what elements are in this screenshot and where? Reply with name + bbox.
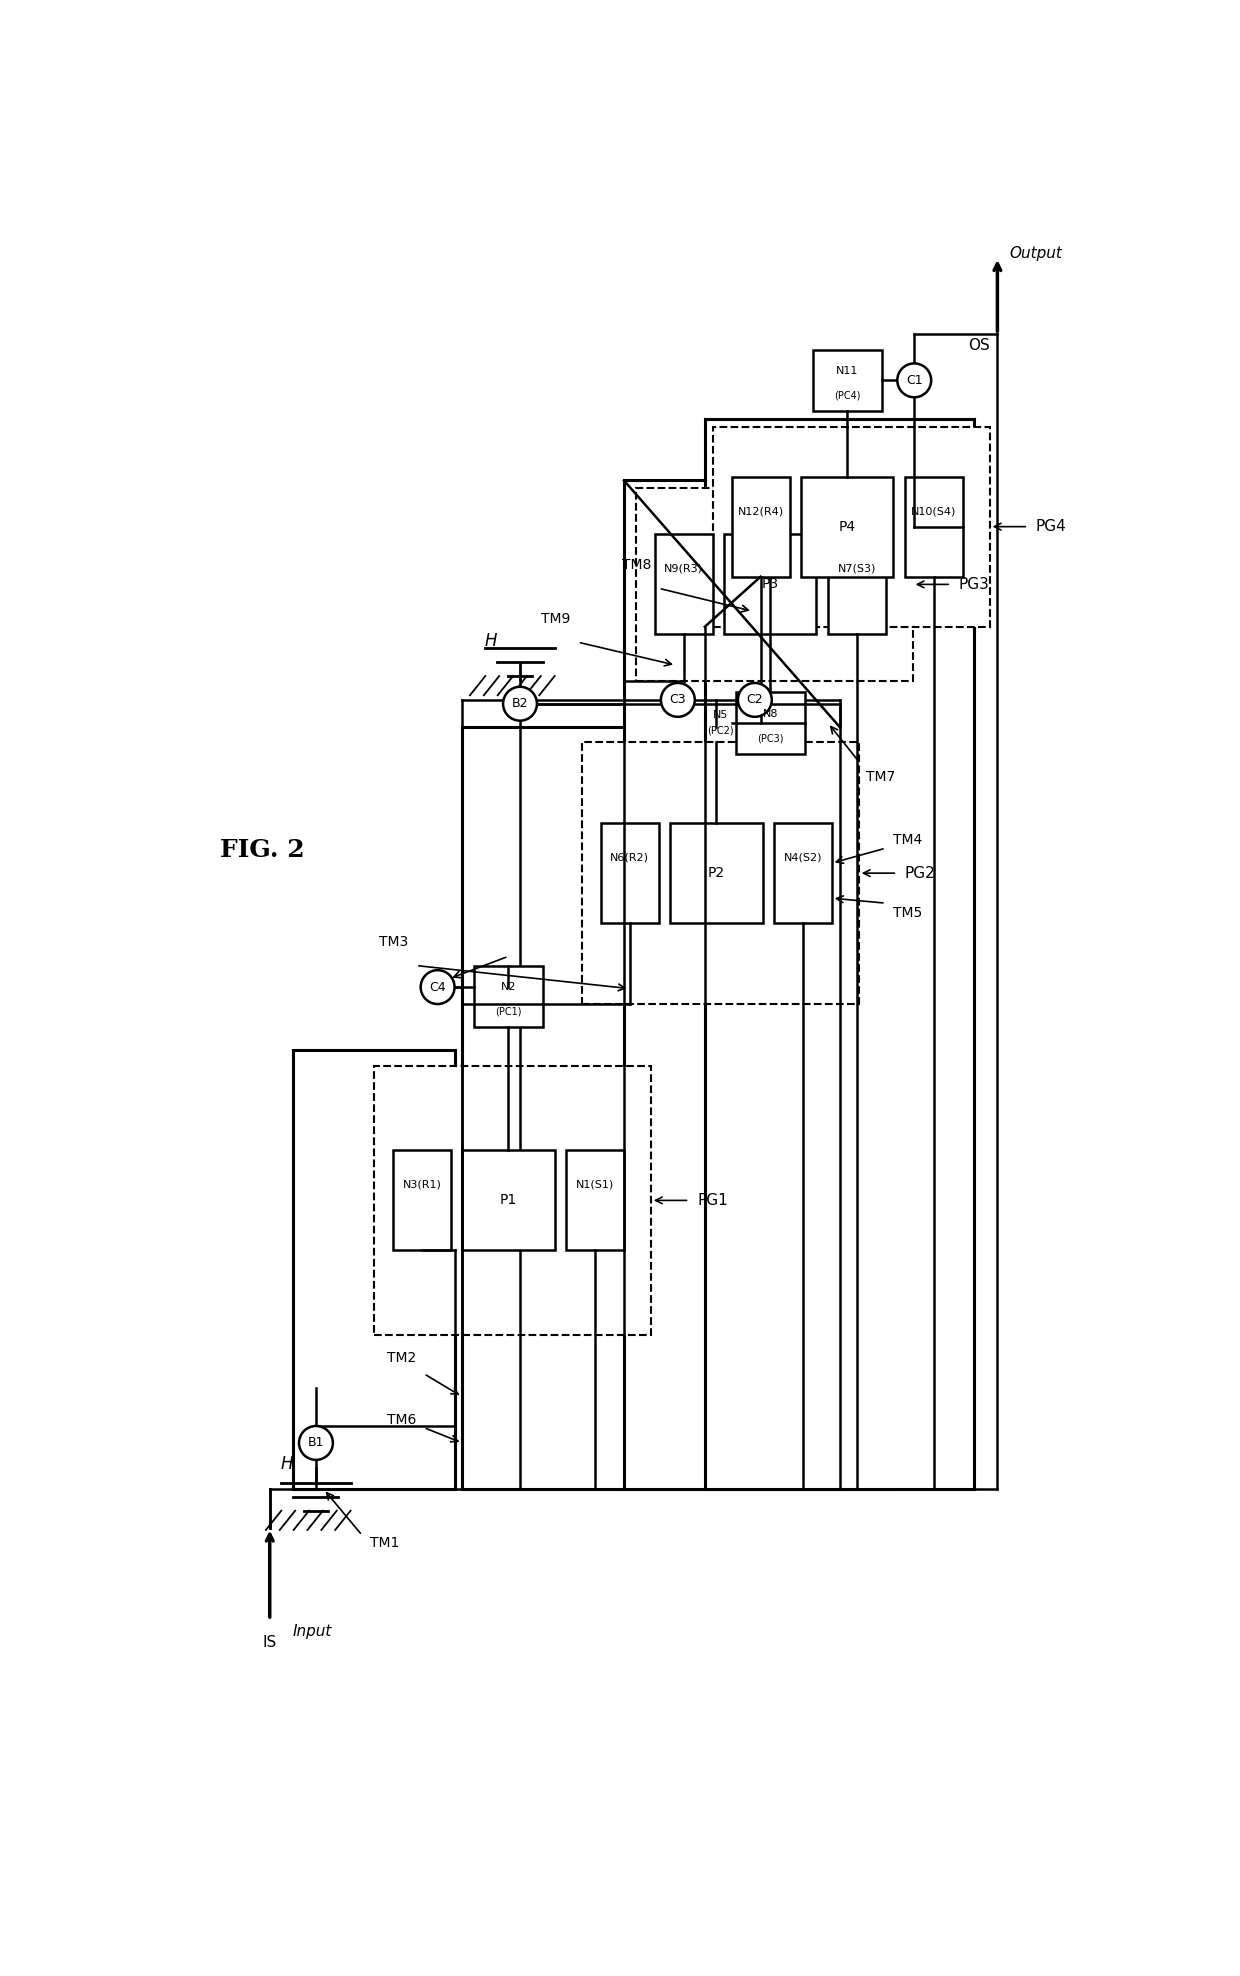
- Text: N7(S3): N7(S3): [838, 563, 877, 573]
- Text: N10(S4): N10(S4): [911, 506, 956, 516]
- Text: B2: B2: [512, 698, 528, 709]
- Text: FIG. 2: FIG. 2: [219, 838, 304, 862]
- Text: N9(R3): N9(R3): [665, 563, 703, 573]
- Bar: [828, 534, 885, 634]
- Text: Output: Output: [1009, 245, 1061, 261]
- Bar: [801, 476, 894, 577]
- Circle shape: [661, 684, 694, 717]
- Circle shape: [503, 688, 537, 721]
- Text: H: H: [485, 632, 497, 650]
- Bar: [601, 824, 658, 923]
- Text: N12(R4): N12(R4): [738, 506, 784, 516]
- Bar: [735, 692, 805, 753]
- Text: TM3: TM3: [379, 935, 408, 948]
- Text: C1: C1: [906, 373, 923, 387]
- Text: N8: N8: [763, 709, 777, 719]
- Circle shape: [420, 970, 455, 1004]
- Text: N1(S1): N1(S1): [575, 1180, 614, 1190]
- Bar: [713, 427, 990, 626]
- Bar: [393, 1150, 450, 1251]
- Text: Input: Input: [293, 1624, 332, 1638]
- Text: C3: C3: [670, 694, 686, 705]
- Text: PG4: PG4: [1035, 520, 1066, 534]
- Text: N3(R1): N3(R1): [403, 1180, 441, 1190]
- Text: B1: B1: [308, 1437, 324, 1450]
- Text: C4: C4: [429, 980, 446, 994]
- Text: PG1: PG1: [697, 1194, 728, 1207]
- Text: TM8: TM8: [621, 557, 651, 573]
- Bar: [373, 1065, 651, 1336]
- Bar: [293, 1049, 455, 1490]
- Text: (PC3): (PC3): [756, 733, 784, 743]
- Bar: [724, 534, 816, 634]
- Bar: [732, 476, 790, 577]
- Text: P4: P4: [838, 520, 856, 534]
- Text: TM4: TM4: [894, 834, 923, 848]
- Circle shape: [898, 364, 931, 397]
- Text: P3: P3: [761, 577, 779, 591]
- Bar: [704, 419, 975, 1490]
- Text: TM7: TM7: [867, 771, 895, 784]
- Text: PG3: PG3: [959, 577, 990, 593]
- Bar: [812, 350, 882, 411]
- Text: N2: N2: [501, 982, 516, 992]
- Bar: [624, 480, 894, 1490]
- Text: C2: C2: [746, 694, 763, 705]
- Text: P1: P1: [500, 1194, 517, 1207]
- Text: (PC4): (PC4): [835, 391, 861, 401]
- Bar: [582, 743, 859, 1004]
- Bar: [635, 488, 913, 680]
- Text: N11: N11: [836, 366, 858, 375]
- Text: TM9: TM9: [541, 613, 570, 626]
- Text: (PC2): (PC2): [707, 725, 734, 735]
- Text: N4(S2): N4(S2): [784, 854, 822, 864]
- Text: OS: OS: [968, 338, 990, 354]
- Text: H: H: [280, 1454, 293, 1472]
- Circle shape: [299, 1427, 332, 1460]
- Bar: [655, 534, 713, 634]
- Text: (PC1): (PC1): [495, 1006, 522, 1018]
- Text: TM6: TM6: [387, 1413, 417, 1427]
- Text: PG2: PG2: [905, 865, 936, 881]
- Text: TM1: TM1: [370, 1535, 399, 1549]
- Text: P2: P2: [708, 865, 725, 879]
- Bar: [474, 966, 543, 1028]
- Bar: [670, 824, 763, 923]
- Text: N5: N5: [713, 709, 728, 721]
- Text: TM5: TM5: [894, 907, 923, 921]
- Bar: [463, 1150, 554, 1251]
- Bar: [567, 1150, 624, 1251]
- Bar: [905, 476, 962, 577]
- Text: TM2: TM2: [387, 1352, 417, 1365]
- Bar: [774, 824, 832, 923]
- Text: IS: IS: [263, 1636, 277, 1650]
- Bar: [463, 727, 839, 1490]
- Text: N6(R2): N6(R2): [610, 854, 650, 864]
- Circle shape: [738, 684, 771, 717]
